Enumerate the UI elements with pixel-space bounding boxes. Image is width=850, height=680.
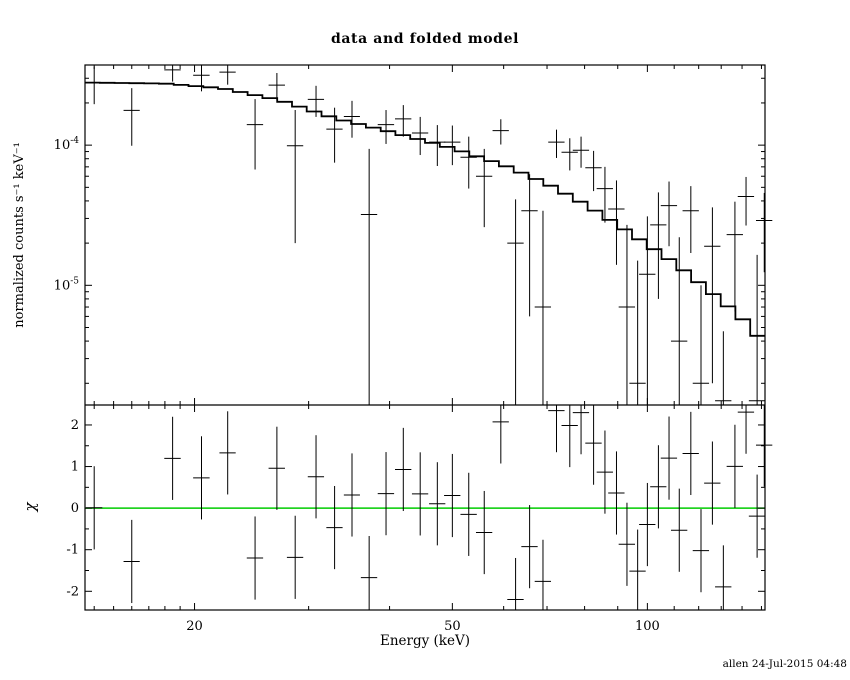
- x-tick-label: 50: [444, 619, 461, 634]
- plot-frame: [84, 64, 766, 611]
- model-step-line: [85, 81, 765, 337]
- y-tick-label-bottom: 1: [71, 460, 79, 475]
- y-tick-label-bottom: -1: [66, 543, 79, 558]
- plot-title: data and folded model: [331, 31, 519, 47]
- watermark-text: allen 24-Jul-2015 04:48: [722, 658, 847, 670]
- x-axis-label: Energy (keV): [379, 633, 470, 649]
- y-tick-label-top: 10-4: [54, 136, 80, 153]
- y-tick-label-bottom: 0: [71, 501, 79, 516]
- x-tick-label: 100: [635, 619, 660, 634]
- y-tick-label-bottom: -2: [66, 584, 79, 599]
- x-tick-label: 20: [186, 619, 203, 634]
- y-tick-label-top: 10-5: [54, 276, 80, 293]
- y-tick-label-bottom: 2: [71, 418, 79, 433]
